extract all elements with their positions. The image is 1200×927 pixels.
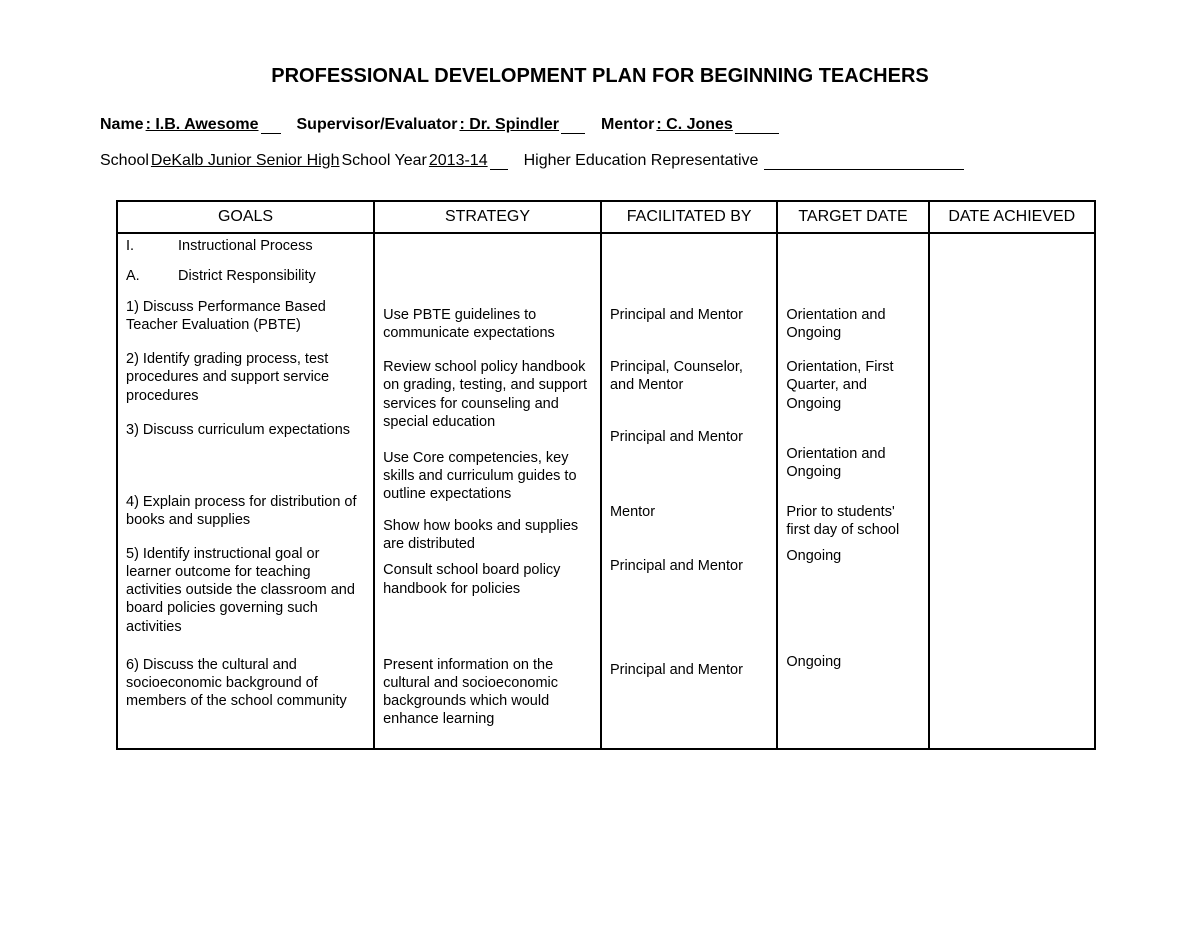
header-goals: GOALS [117,201,374,233]
meta-row-1: Name : I.B. Awesome Supervisor/Evaluator… [100,116,1100,134]
facilitated-item: Principal and Mentor [610,557,768,575]
year-label: School Year [341,152,426,170]
header-target: TARGET DATE [777,201,928,233]
strategy-item: Use Core competencies, key skills and cu… [383,449,592,503]
plan-table: GOALS STRATEGY FACILITATED BY TARGET DAT… [116,200,1096,750]
strategy-item: Show how books and supplies are distribu… [383,517,592,553]
target-item: Orientation and Ongoing [786,306,919,342]
target-item: Prior to students' first day of school [786,503,919,539]
supervisor-value: : Dr. Spindler [457,116,561,134]
strategy-item: Review school policy handbook on grading… [383,358,592,431]
table-header-row: GOALS STRATEGY FACILITATED BY TARGET DAT… [117,201,1095,233]
rep-value-blank [764,152,964,170]
supervisor-label: Supervisor/Evaluator [297,116,458,134]
document-title: PROFESSIONAL DEVELOPMENT PLAN FOR BEGINN… [100,65,1100,88]
goal-item: 2) Identify grading process, test proced… [126,350,365,404]
name-label: Name [100,116,144,134]
school-value: DeKalb Junior Senior High [149,152,342,170]
mentor-label: Mentor [601,116,654,134]
header-strategy: STRATEGY [374,201,601,233]
meta-row-2: School DeKalb Junior Senior High School … [100,152,1100,170]
target-item: Orientation and Ongoing [786,445,919,481]
strategy-item: Consult school board policy handbook for… [383,561,592,597]
school-label: School [100,152,149,170]
name-value: : I.B. Awesome [144,116,261,134]
section-2-num: A. [126,268,178,284]
goal-item: 6) Discuss the cultural and socioeconomi… [126,656,365,710]
facilitated-cell: Principal and Mentor Principal, Counselo… [601,233,777,749]
year-value: 2013-14 [427,152,490,170]
facilitated-item: Mentor [610,503,768,521]
strategy-cell: Use PBTE guidelines to communicate expec… [374,233,601,749]
goal-item: 1) Discuss Performance Based Teacher Eva… [126,298,365,334]
header-achieved: DATE ACHIEVED [929,201,1095,233]
strategy-item: Use PBTE guidelines to communicate expec… [383,306,592,342]
goal-item: 3) Discuss curriculum expectations [126,421,365,439]
rep-label: Higher Education Representative [524,152,759,170]
table-body-row: I. Instructional Process A. District Res… [117,233,1095,749]
goal-item: 4) Explain process for distribution of b… [126,493,365,529]
achieved-cell [929,233,1095,749]
target-item: Ongoing [786,653,919,671]
facilitated-item: Principal and Mentor [610,306,768,324]
goal-item: 5) Identify instructional goal or learne… [126,545,365,636]
target-item: Ongoing [786,547,919,565]
goals-cell: I. Instructional Process A. District Res… [117,233,374,749]
facilitated-item: Principal, Counselor, and Mentor [610,358,768,394]
section-1-num: I. [126,238,178,254]
section-2-text: District Responsibility [178,268,316,284]
target-item: Orientation, First Quarter, and Ongoing [786,358,919,412]
facilitated-item: Principal and Mentor [610,428,768,446]
target-cell: Orientation and Ongoing Orientation, Fir… [777,233,928,749]
facilitated-item: Principal and Mentor [610,661,768,679]
section-1-text: Instructional Process [178,238,313,254]
mentor-value: : C. Jones [654,116,734,134]
strategy-item: Present information on the cultural and … [383,656,592,729]
header-facilitated: FACILITATED BY [601,201,777,233]
